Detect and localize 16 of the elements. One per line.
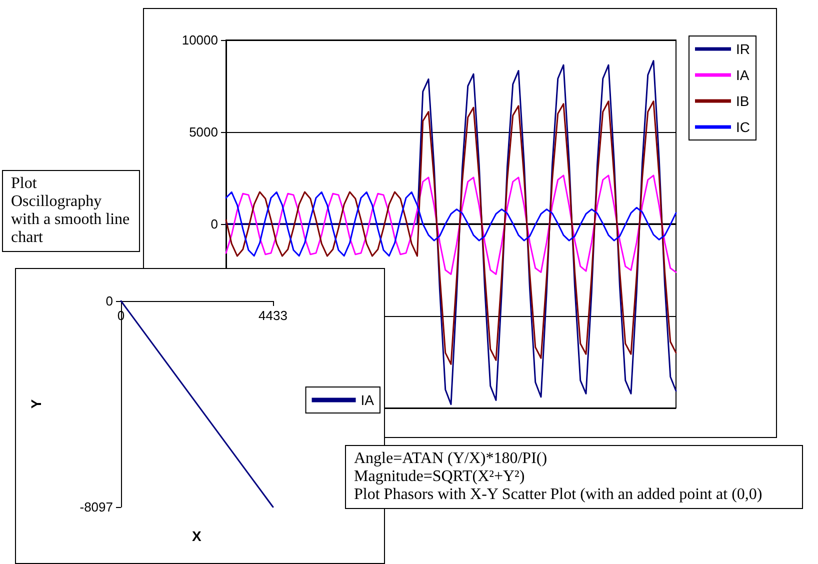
text: Magnitude=SQRT(X²+Y²) [354, 468, 525, 485]
legend-label: IA [360, 392, 375, 408]
x-axis-title: X [192, 528, 202, 544]
y-tick-label: -8097 [80, 500, 113, 514]
y-tick-label: 0 [210, 216, 218, 232]
text: Plot Oscillography with a smooth line chart [2, 170, 140, 252]
x-tick-label: 4433 [258, 308, 288, 323]
y-tick-label: 5000 [189, 124, 218, 140]
legend-label: IR [736, 41, 750, 57]
y-tick-label: 10000 [182, 32, 218, 48]
text: Angle=ATAN (Y/X)*180/PI() [354, 450, 548, 467]
y-axis-title: Y [28, 398, 44, 409]
legend-label: IA [736, 67, 750, 83]
legend-label: IC [736, 119, 750, 135]
legend-label: IB [736, 93, 750, 109]
text: Plot Phasors with X-Y Scatter Plot (with an added point at (0,0) [354, 486, 762, 503]
